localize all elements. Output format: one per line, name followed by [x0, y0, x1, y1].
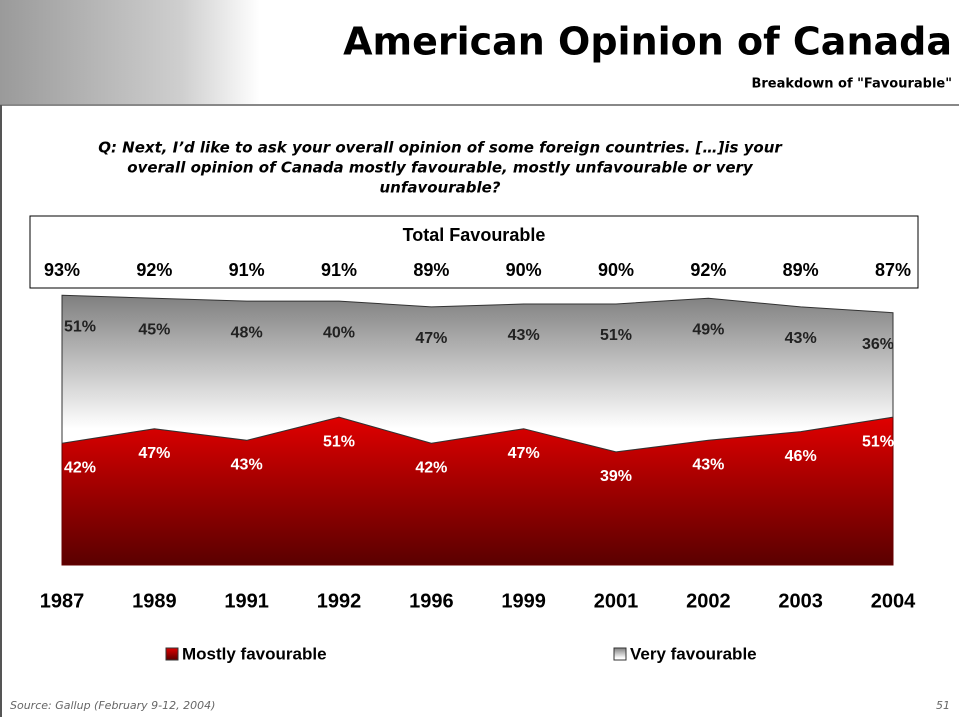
data-label: 36% [862, 336, 894, 353]
total-label: 91% [229, 260, 265, 280]
x-tick-label: 2004 [871, 590, 916, 612]
x-tick-label: 1987 [40, 590, 85, 612]
slide-subtitle: Breakdown of "Favourable" [751, 77, 952, 92]
header-photo [0, 0, 260, 104]
x-tick-label: 1992 [317, 590, 362, 612]
page-number: 51 [936, 699, 950, 712]
x-tick-label: 2001 [594, 590, 639, 612]
question-line: unfavourable? [379, 179, 500, 197]
question-line: Q: Next, I’d like to ask your overall op… [98, 139, 783, 157]
slide-title: American Opinion of Canada [343, 20, 952, 64]
data-label: 45% [138, 321, 170, 338]
source: Source: Gallup (February 9-12, 2004) [10, 699, 215, 712]
data-label: 43% [692, 457, 724, 474]
x-tick-label: 1991 [224, 590, 269, 612]
total-box [29, 215, 919, 289]
data-label: 47% [415, 330, 447, 347]
legend-label: Mostly favourable [182, 644, 327, 663]
data-label: 48% [231, 324, 263, 341]
legend-swatch [165, 647, 179, 661]
total-label: 89% [783, 260, 819, 280]
x-tick-label: 1999 [501, 590, 546, 612]
data-label: 43% [785, 330, 817, 347]
x-tick-label: 1996 [409, 590, 454, 612]
data-label: 40% [323, 324, 355, 341]
data-label: 46% [785, 448, 817, 465]
data-label: 47% [138, 445, 170, 462]
data-label: 49% [692, 321, 724, 338]
total-label: 87% [875, 260, 911, 280]
question-line: overall opinion of Canada mostly favoura… [127, 159, 754, 177]
total-title: Total Favourable [403, 225, 546, 245]
data-label: 47% [508, 445, 540, 462]
data-label: 51% [600, 327, 632, 344]
total-label: 89% [413, 260, 449, 280]
data-label: 43% [508, 327, 540, 344]
data-label: 51% [323, 433, 355, 450]
data-label: 43% [231, 457, 263, 474]
data-label: 42% [64, 459, 96, 476]
legend-swatch [613, 647, 627, 661]
legend-label: Very favourable [630, 644, 757, 663]
area [61, 416, 894, 566]
total-label: 92% [690, 260, 726, 280]
total-label: 93% [44, 260, 80, 280]
chart: 42% 47% 43% 51% 42% 47% 39% 43% 46% 51% 51% 45% 48% 4… [40, 260, 916, 664]
x-tick-label: 2003 [778, 590, 823, 612]
data-label: 51% [64, 319, 96, 336]
area [61, 294, 894, 453]
data-label: 42% [415, 459, 447, 476]
x-tick-label: 1989 [132, 590, 177, 612]
total-label: 91% [321, 260, 357, 280]
data-label: 39% [600, 468, 632, 485]
data-label: 51% [862, 433, 894, 450]
total-label: 90% [598, 260, 634, 280]
x-tick-label: 2002 [686, 590, 731, 612]
total-label: 90% [506, 260, 542, 280]
total-label: 92% [136, 260, 172, 280]
